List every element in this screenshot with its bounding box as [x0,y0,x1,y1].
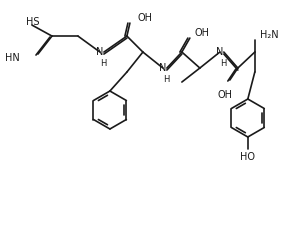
Text: HS: HS [26,17,40,27]
Text: N: N [159,63,167,73]
Text: OH: OH [217,90,232,100]
Text: OH: OH [195,28,210,38]
Text: HO: HO [240,152,255,162]
Text: H: H [100,59,106,68]
Text: N: N [96,47,104,57]
Text: OH: OH [138,13,153,23]
Text: H: H [163,75,169,84]
Text: H₂N: H₂N [260,30,278,40]
Text: N: N [216,47,224,57]
Text: HN: HN [5,53,20,63]
Text: H: H [220,59,226,68]
